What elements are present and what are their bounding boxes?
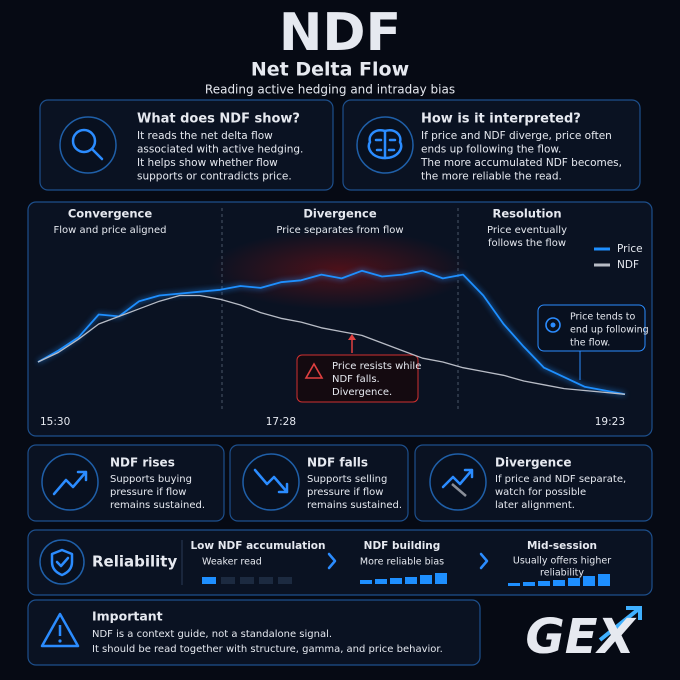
- step-text: Weaker read: [202, 557, 262, 568]
- signal-text: later alignment.: [495, 500, 575, 511]
- x-tick-label: 17:28: [266, 416, 296, 428]
- logo: GEX: [525, 609, 636, 665]
- card: [342, 99, 641, 191]
- step-text: More reliable bias: [360, 557, 444, 568]
- warning-icon: [40, 612, 80, 648]
- chevron: [479, 552, 489, 570]
- phase-text: Price eventually: [487, 225, 567, 236]
- card-text: It reads the net delta flow: [137, 130, 273, 142]
- card: [39, 99, 334, 191]
- icon-ring: [41, 453, 99, 511]
- phase-text: follows the flow: [488, 238, 566, 249]
- icon-ring: [59, 116, 117, 174]
- important-panel: [27, 599, 481, 666]
- signal-text: Supports selling: [307, 474, 387, 485]
- x-tick-label: 19:23: [595, 416, 625, 428]
- icon-ring: [242, 453, 300, 511]
- callout-box: [537, 304, 646, 352]
- phase-title: Resolution: [492, 207, 561, 221]
- phase-title: Convergence: [68, 207, 153, 221]
- card-title: What does NDF show?: [137, 112, 300, 127]
- callout-box: [296, 354, 419, 403]
- diverge-icon: [441, 468, 474, 489]
- callout-text: Price resists while: [332, 361, 421, 372]
- callout-text: the flow.: [570, 338, 610, 349]
- callout-arrowhead: [348, 334, 356, 340]
- card-text: supports or contradicts price.: [137, 171, 292, 183]
- callout-text: end up following: [570, 325, 649, 336]
- important-title: Important: [92, 609, 163, 624]
- card-text: ends up following the flow.: [421, 144, 561, 156]
- shield-icon: [50, 548, 74, 577]
- signal-text: watch for possible: [495, 487, 586, 498]
- signal-text: If price and NDF separate,: [495, 474, 626, 485]
- chart-panel: [27, 201, 653, 437]
- signal-text: pressure if flow: [110, 487, 186, 498]
- phase-title: Divergence: [303, 207, 376, 221]
- callout-text: Price tends to: [570, 312, 636, 323]
- phase-text: Flow and price aligned: [54, 225, 167, 236]
- step-title: NDF building: [364, 540, 441, 552]
- reliability-panel: [27, 529, 653, 596]
- diverge-icon: [451, 483, 467, 497]
- step-title: Mid-session: [527, 540, 597, 552]
- series-line: [37, 294, 626, 395]
- signal-text: remains sustained.: [110, 500, 205, 511]
- icon-ring: [39, 539, 85, 585]
- signal-text: pressure if flow: [307, 487, 383, 498]
- series-line: [37, 269, 626, 396]
- callout-text: NDF falls.: [332, 374, 380, 385]
- card-title: How is it interpreted?: [421, 112, 581, 127]
- subtitle: Net Delta Flow: [251, 59, 409, 81]
- fall-icon: [253, 468, 289, 494]
- rise-icon: [52, 470, 88, 496]
- signal-title: Divergence: [495, 456, 571, 470]
- brain-icon: [367, 129, 403, 160]
- logo-arrow: [598, 606, 642, 642]
- phase-text: Price separates from flow: [276, 225, 403, 236]
- warning-icon: [58, 639, 62, 643]
- card-text: associated with active hedging.: [137, 144, 303, 156]
- tagline: Reading active hedging and intraday bias: [205, 83, 455, 97]
- step-text: Usually offers higher: [513, 556, 611, 567]
- card-text: the more reliable the read.: [421, 171, 562, 183]
- magnifier-icon: [71, 128, 104, 161]
- divergence-glow: [210, 230, 470, 310]
- step-text: reliability: [540, 568, 584, 579]
- important-text: NDF is a context guide, not a standalone…: [92, 629, 332, 640]
- card-text: It helps show whether flow: [137, 157, 278, 169]
- signal-text: remains sustained.: [307, 500, 402, 511]
- card-text: If price and NDF diverge, price often: [421, 130, 612, 142]
- card-text: The more accumulated NDF becomes,: [420, 157, 622, 169]
- reliability-title: Reliability: [92, 553, 177, 571]
- legend-label: Price: [617, 243, 643, 255]
- callout-text: Divergence.: [332, 387, 392, 398]
- signal-title: NDF rises: [110, 456, 175, 470]
- target-icon: [550, 322, 556, 328]
- warning-icon: [304, 362, 324, 379]
- strength-bars: [202, 573, 610, 586]
- chevron: [327, 552, 337, 570]
- x-tick-label: 15:30: [40, 416, 70, 428]
- signal-title: NDF falls: [307, 456, 368, 470]
- target-icon: [545, 317, 561, 333]
- legend-label: NDF: [617, 259, 639, 271]
- signal-text: Supports buying: [110, 474, 192, 485]
- title: NDF: [279, 3, 401, 63]
- important-text: It should be read together with structur…: [92, 644, 443, 655]
- step-title: Low NDF accumulation: [190, 540, 325, 552]
